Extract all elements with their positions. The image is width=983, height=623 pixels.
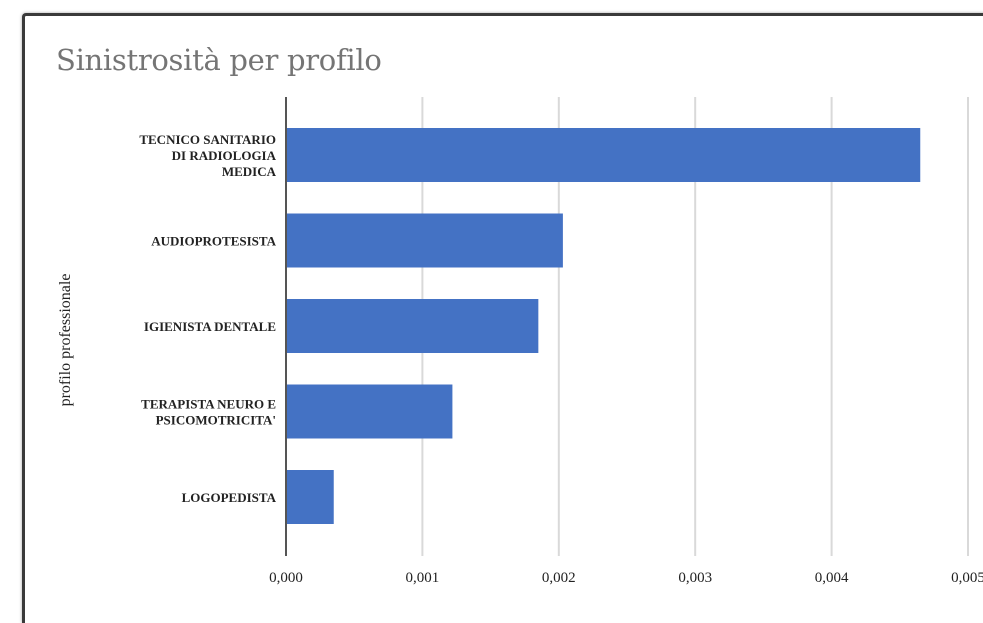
x-tick-label: 0,000 — [269, 570, 303, 586]
x-tick-label: 0,003 — [678, 570, 712, 586]
x-tick-label: 0,005 — [951, 570, 983, 586]
bar — [286, 213, 563, 268]
bars — [286, 128, 921, 524]
x-tick-labels: 0,000 0,001 0,002 0,003 0,004 0,005 — [269, 570, 983, 586]
category-label: AUDIOPROTESISTA — [151, 234, 276, 249]
x-tick-label: 0,002 — [542, 570, 576, 586]
chart-title: Sinistrosità per profilo — [56, 43, 382, 77]
category-label: TERAPISTA NEURO E PSICOMOTRICITA' — [141, 397, 276, 428]
category-label: LOGOPEDISTA — [182, 490, 277, 505]
category-label: IGIENISTA DENTALE — [144, 319, 276, 334]
bar — [286, 128, 921, 182]
category-labels: TECNICO SANITARIO DI RADIOLOGIA MEDICA AUDI… — [139, 132, 276, 505]
x-tick-label: 0,001 — [406, 570, 440, 586]
y-axis-label: profilo professionale — [57, 274, 74, 407]
bar — [286, 384, 453, 439]
bar — [286, 299, 539, 353]
bar — [286, 470, 334, 524]
category-label: TECNICO SANITARIO DI RADIOLOGIA MEDICA — [139, 132, 276, 179]
x-tick-label: 0,004 — [815, 570, 849, 586]
